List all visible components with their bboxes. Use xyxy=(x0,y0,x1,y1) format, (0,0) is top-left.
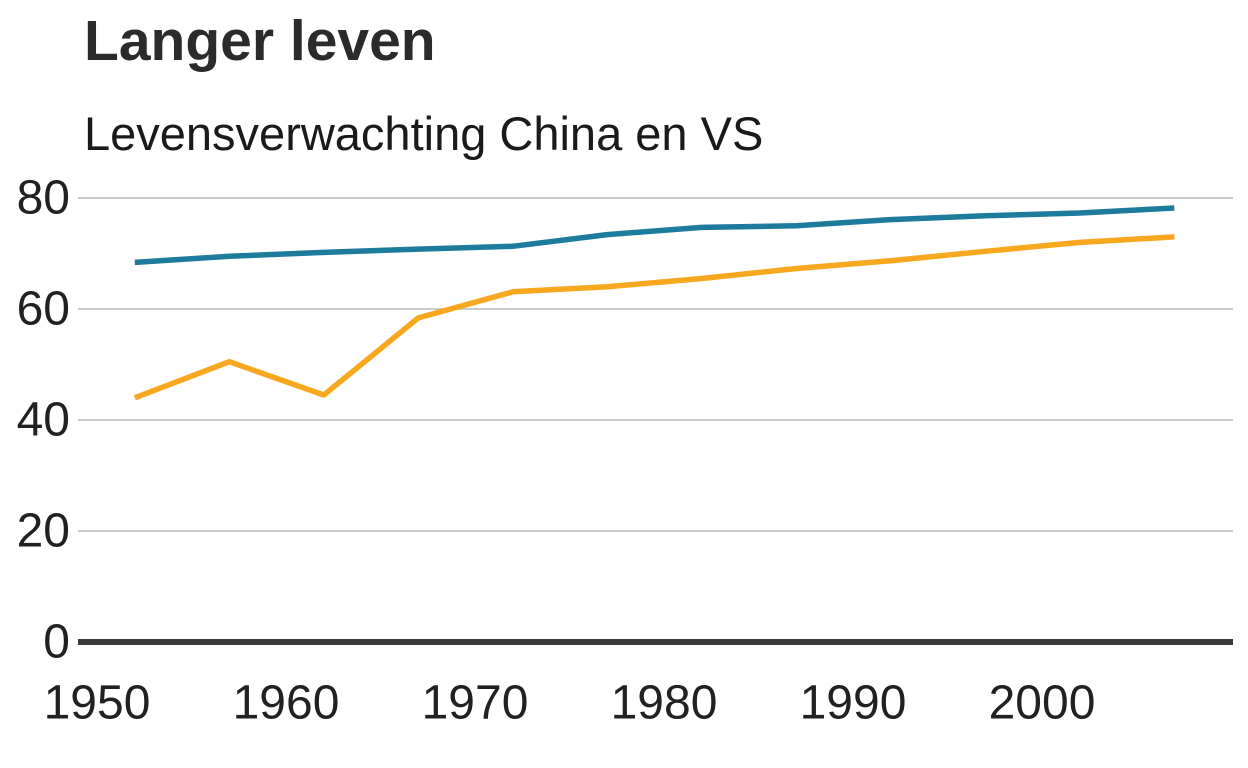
x-axis-tick-label: 1960 xyxy=(233,677,340,730)
x-axis-tick-label: 2000 xyxy=(989,677,1096,730)
chart-subtitle: Levensverwachting China en VS xyxy=(84,107,764,160)
y-axis-tick-label: 20 xyxy=(17,505,70,558)
y-axis-tick-label: 0 xyxy=(43,616,70,669)
data-line-vs xyxy=(134,205,1175,266)
chart-title: Langer leven xyxy=(84,9,436,73)
x-axis-tick-label: 1970 xyxy=(422,677,529,730)
x-axis-tick-label: 1980 xyxy=(611,677,718,730)
x-axis-tick-label: 1990 xyxy=(800,677,907,730)
y-axis-tick-label: 40 xyxy=(17,394,70,447)
x-axis-tick-label: 1950 xyxy=(44,677,151,730)
y-axis-tick-label: 60 xyxy=(17,283,70,336)
y-axis-tick-label: 80 xyxy=(17,172,70,225)
data-line-china xyxy=(133,234,1175,401)
